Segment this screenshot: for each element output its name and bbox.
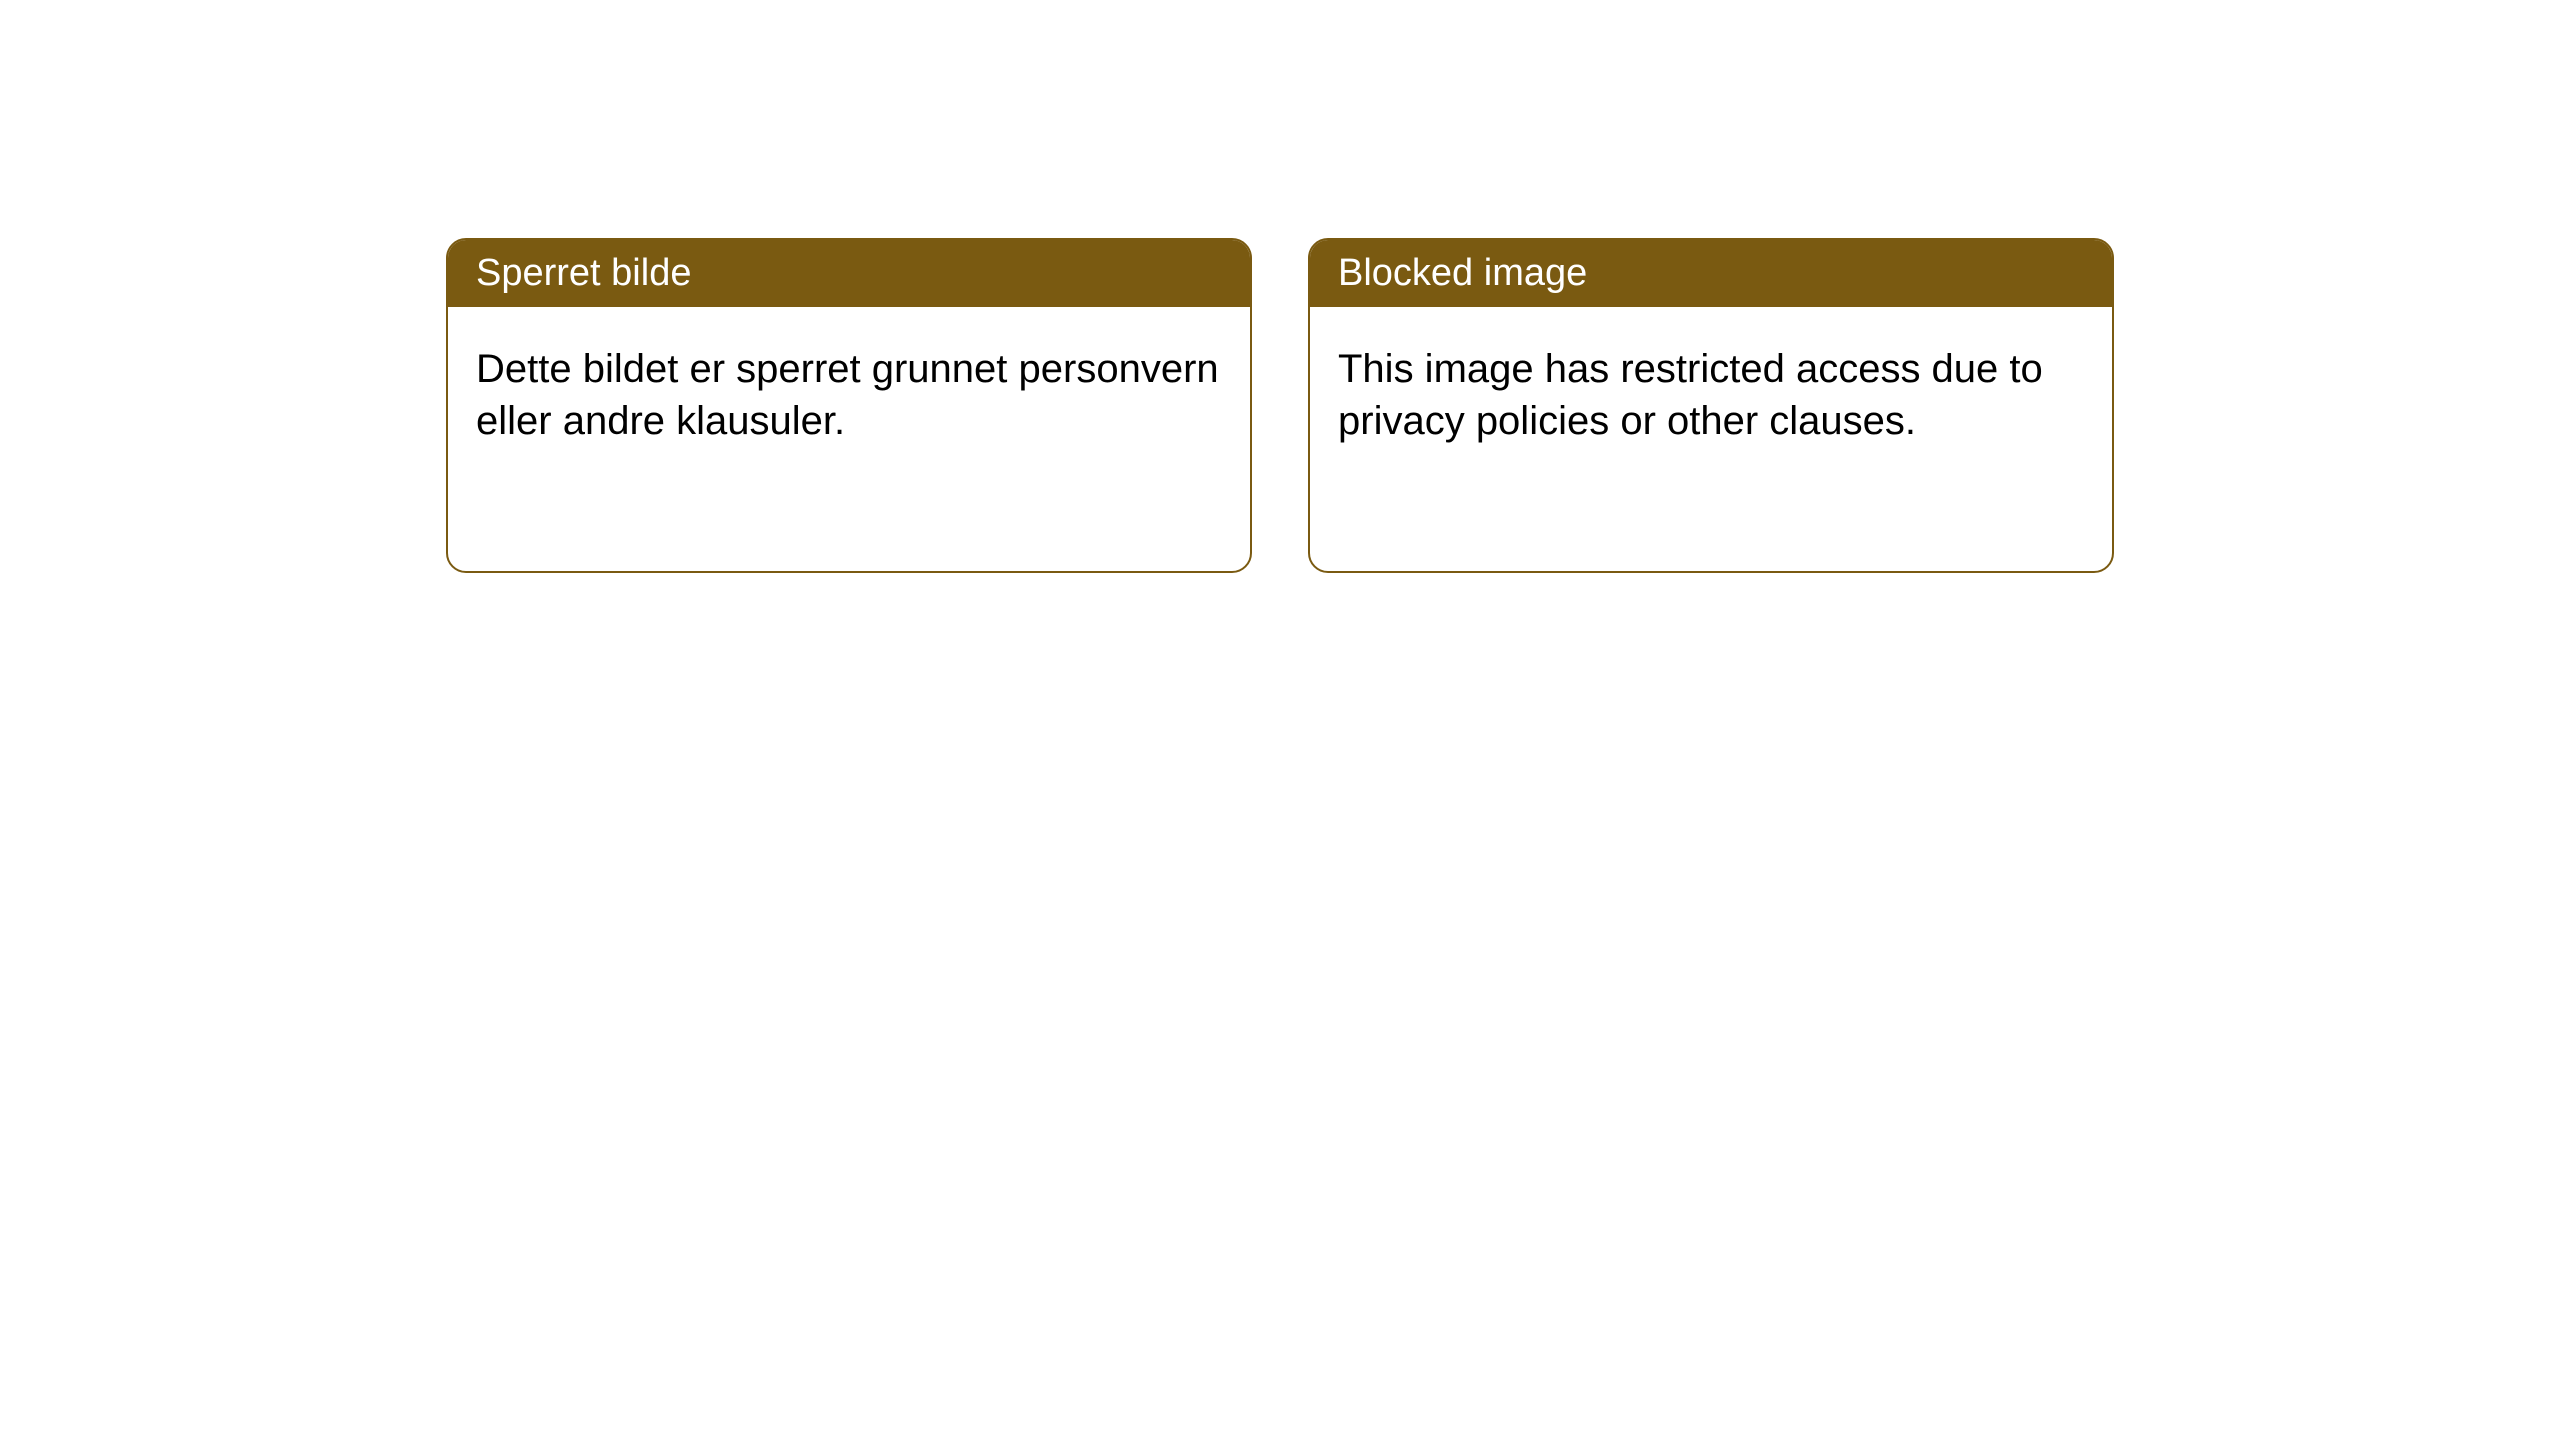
card-body-text: This image has restricted access due to …: [1338, 347, 2043, 443]
card-title: Blocked image: [1338, 252, 1587, 294]
notice-card-norwegian: Sperret bilde Dette bildet er sperret gr…: [446, 238, 1252, 573]
card-body: This image has restricted access due to …: [1310, 307, 2112, 483]
notice-container: Sperret bilde Dette bildet er sperret gr…: [446, 238, 2114, 573]
card-body: Dette bildet er sperret grunnet personve…: [448, 307, 1250, 483]
card-title: Sperret bilde: [476, 252, 691, 294]
card-header: Sperret bilde: [448, 240, 1250, 307]
card-body-text: Dette bildet er sperret grunnet personve…: [476, 347, 1219, 443]
notice-card-english: Blocked image This image has restricted …: [1308, 238, 2114, 573]
card-header: Blocked image: [1310, 240, 2112, 307]
